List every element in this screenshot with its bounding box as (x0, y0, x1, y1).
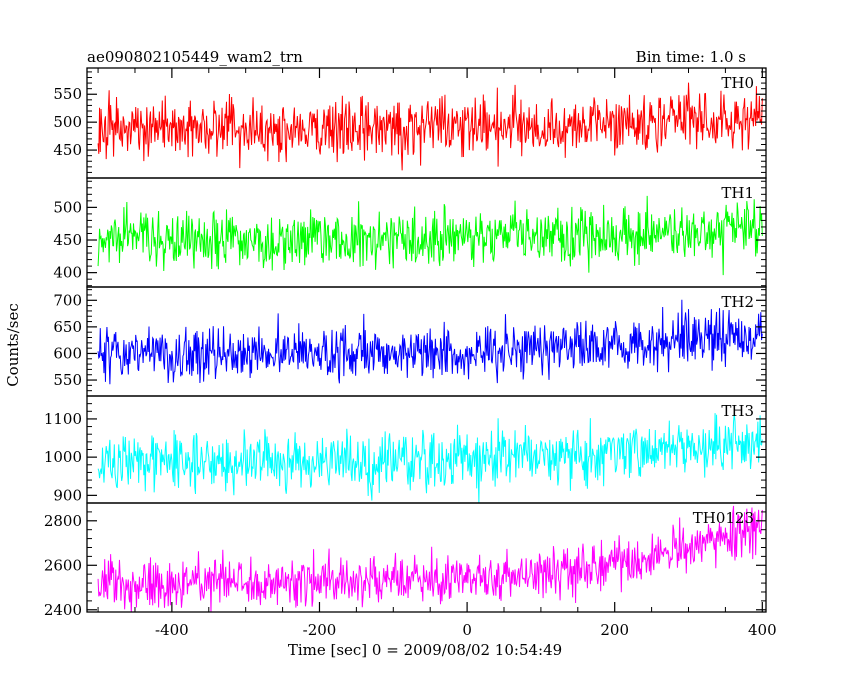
y-tick-label: 2600 (44, 556, 82, 574)
y-tick-label: 700 (53, 291, 82, 309)
y-tick-label: 600 (53, 344, 82, 362)
series-th0123 (97, 505, 763, 612)
panel-label: TH0 (721, 74, 754, 92)
panel-th1: 400 450 500 TH1 (53, 177, 767, 288)
x-tick-label: 200 (600, 621, 629, 639)
x-tick-label: -200 (303, 621, 337, 639)
x-tick-label: -400 (155, 621, 189, 639)
y-axis-label: Counts/sec (4, 303, 22, 387)
y-tick-label: 550 (53, 85, 82, 103)
series-th3 (97, 413, 763, 503)
x-tick-label: 0 (462, 621, 472, 639)
y-tick-label: 1100 (44, 410, 82, 428)
bin-time-label: Bin time: 1.0 s (636, 48, 746, 66)
panel-label: TH1 (721, 184, 754, 202)
y-tick-label: 500 (53, 198, 82, 216)
x-tick-label: 400 (748, 621, 777, 639)
y-tick-label: 900 (53, 486, 82, 504)
panel-frame (86, 502, 767, 613)
x-axis: -400 -200 0 200 400 (97, 68, 777, 639)
chart-title: ae090802105449_wam2_trn (87, 48, 303, 66)
panel-label: TH3 (721, 402, 754, 420)
y-tick-label: 1000 (44, 448, 82, 466)
panel-label: TH0123 (693, 509, 754, 527)
y-tick-label: 550 (53, 371, 82, 389)
y-tick-label: 650 (53, 318, 82, 336)
panel-label: TH2 (721, 293, 754, 311)
series-th0 (97, 82, 763, 171)
panels: 450 500 550 TH0 400 450 500 TH1 550 600 650 700 TH2 9… (44, 67, 767, 619)
y-tick-label: 500 (53, 113, 82, 131)
series-th1 (97, 195, 763, 276)
y-tick-label: 2800 (44, 512, 82, 530)
series-th2 (97, 299, 763, 385)
panel-th0123: 2400 2600 2800 TH0123 (44, 502, 767, 619)
y-tick-label: 450 (53, 141, 82, 159)
panel-th0: 450 500 550 TH0 (53, 67, 767, 179)
y-tick-label: 450 (53, 231, 82, 249)
x-axis-label: Time [sec] 0 = 2009/08/02 10:54:49 (288, 641, 562, 659)
y-tick-label: 2400 (44, 601, 82, 619)
panel-th2: 550 600 650 700 TH2 (53, 286, 767, 397)
panel-th3: 900 1000 1100 TH3 (44, 395, 767, 504)
y-tick-label: 400 (53, 264, 82, 282)
